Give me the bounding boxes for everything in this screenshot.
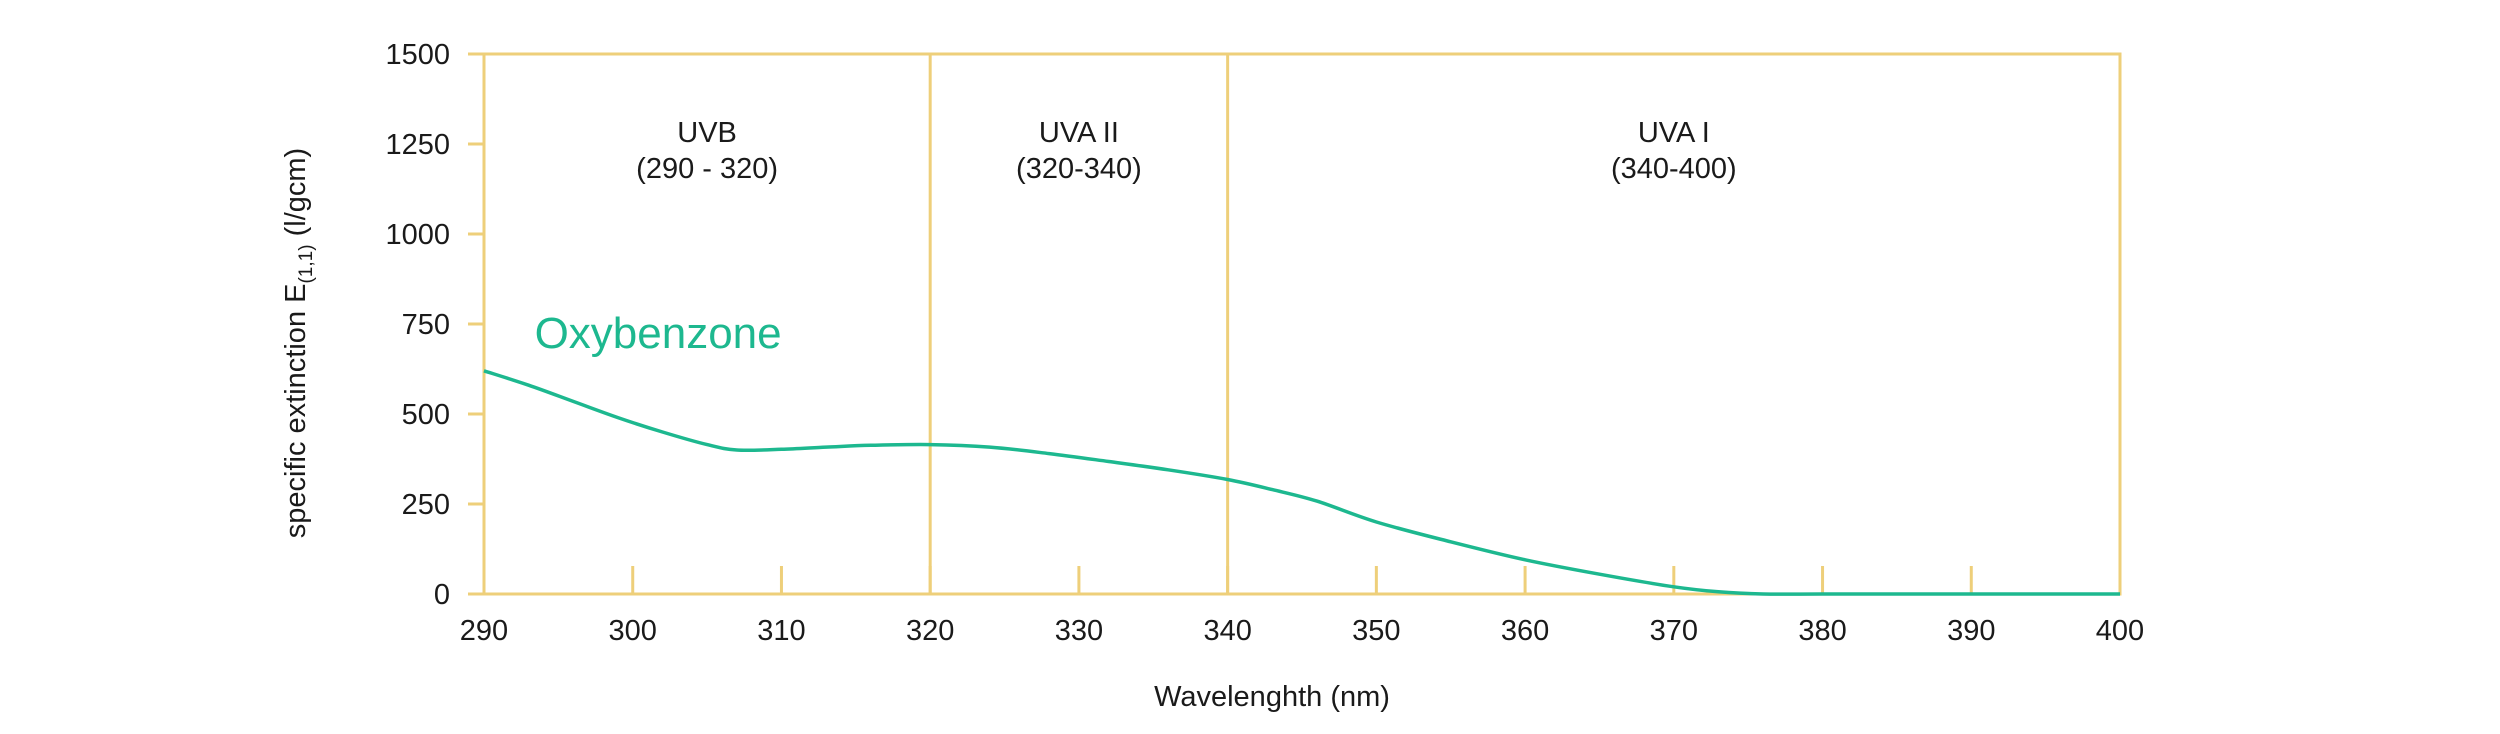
y-tick-label: 0: [434, 579, 450, 611]
x-tick-label: 400: [2096, 615, 2144, 647]
x-tick-label: 390: [1947, 615, 1995, 647]
y-tick-label: 500: [402, 399, 450, 431]
y-axis-title-subscript: (1,1): [296, 244, 317, 283]
y-axis-title-unit: (l/gcm): [280, 148, 312, 245]
x-tick-label: 310: [757, 615, 805, 647]
x-tick-label: 290: [460, 615, 508, 647]
series-layer: Oxybenzone: [483, 309, 2120, 596]
y-tick-label: 250: [402, 489, 450, 521]
series-line-oxybenzone: [483, 369, 2120, 596]
region-range: (340-400): [1611, 153, 1737, 185]
region-name: UVB: [677, 117, 737, 149]
x-tick-label: 370: [1650, 615, 1698, 647]
x-tick-label: 320: [906, 615, 954, 647]
x-tick-label: 330: [1055, 615, 1103, 647]
series-label-oxybenzone: Oxybenzone: [535, 309, 782, 358]
y-tick-label: 1500: [385, 39, 450, 71]
region-range: (320-340): [1016, 153, 1142, 185]
y-axis-title: specific extinction E(1,1) (l/gcm): [280, 148, 317, 538]
region-dividers: [928, 54, 1230, 594]
x-tick-label: 300: [609, 615, 657, 647]
region-name: UVA II: [1039, 117, 1119, 149]
y-axis-title-main: specific extinction E: [280, 284, 312, 539]
y-axis-ticks: 0 250 500 750 1000 1250 1500: [385, 39, 484, 611]
region-range: (290 - 320): [636, 153, 778, 185]
x-axis-title: Wavelenghth (nm): [1154, 681, 1390, 713]
x-axis-ticks: 290 300 310 320 330 340 350 360 370 380 390 400: [460, 566, 2144, 647]
x-tick-label: 350: [1352, 615, 1400, 647]
y-tick-label: 750: [402, 309, 450, 341]
x-tick-label: 380: [1798, 615, 1846, 647]
region-labels: UVB (290 - 320) UVA II (320-340) UVA I (340-4…: [636, 117, 1737, 185]
x-tick-label: 360: [1501, 615, 1549, 647]
y-tick-label: 1000: [385, 219, 450, 251]
y-tick-label: 1250: [385, 129, 450, 161]
x-tick-label: 340: [1203, 615, 1251, 647]
region-name: UVA I: [1638, 117, 1710, 149]
